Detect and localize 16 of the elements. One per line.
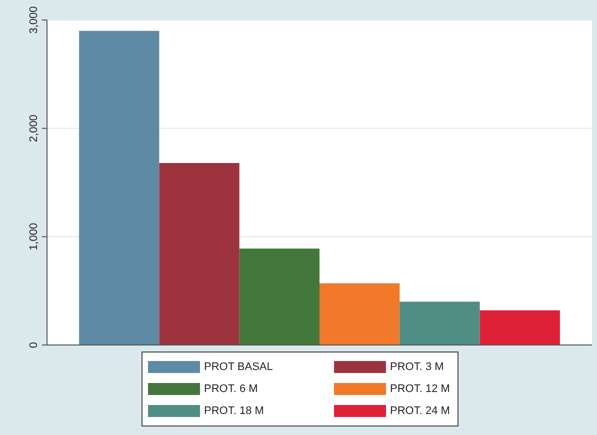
legend-label: PROT. 3 M (390, 361, 444, 373)
bar (320, 283, 400, 345)
bar (239, 248, 320, 345)
bar (400, 302, 480, 345)
bar (159, 163, 240, 345)
legend-label: PROT. 18 M (204, 405, 264, 417)
legend-label: PROT. 24 M (390, 405, 450, 417)
bar (79, 30, 160, 345)
bar (480, 310, 560, 345)
y-tick-label: 3,000 (28, 6, 40, 34)
legend-label: PROT. 12 M (390, 383, 450, 395)
y-tick-label: 0 (28, 342, 40, 348)
y-tick-label: 2,000 (28, 114, 40, 142)
y-tick-label: 1,000 (28, 222, 40, 250)
legend-label: PROT. 6 M (204, 383, 258, 395)
legend-label: PROT BASAL (204, 361, 273, 373)
